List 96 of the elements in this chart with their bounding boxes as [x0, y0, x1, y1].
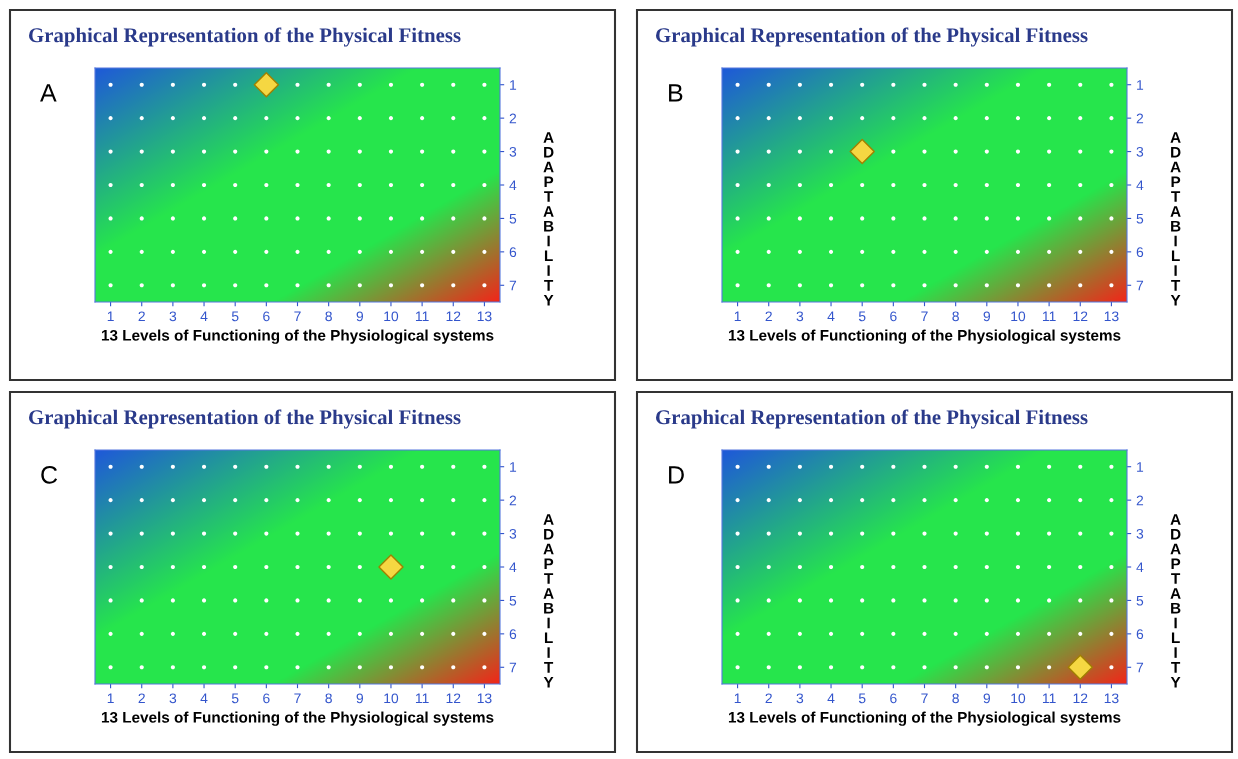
y-tick-label: 2 — [1136, 495, 1144, 506]
x-tick-label: 10 — [1011, 693, 1026, 704]
chart-title: Graphical Representation of the Physical Fitness — [29, 409, 461, 429]
x-tick-label: 7 — [294, 311, 301, 322]
x-tick-label: 3 — [796, 311, 804, 322]
x-tick-label: 4 — [827, 311, 835, 322]
x-tick-label: 3 — [796, 693, 804, 704]
text: C — [41, 466, 58, 484]
x-tick-label: 13 — [1104, 311, 1119, 322]
y-tick-label: 4 — [509, 562, 517, 573]
y-tick-label: 5 — [509, 213, 517, 224]
y-tick-label: 4 — [1136, 562, 1144, 573]
x-tick-label: 11 — [415, 693, 429, 704]
x-tick-label: 2 — [138, 311, 145, 322]
x-tick-label: 1 — [734, 693, 741, 704]
x-tick-label: 13 — [477, 311, 492, 322]
x-tick-label: 10 — [384, 693, 399, 704]
y-tick-label: 1 — [1137, 80, 1144, 90]
x-tick-label: 8 — [325, 311, 332, 322]
x-axis-title: 13 Levels of Functioning of the Physiological systems — [101, 711, 494, 726]
x-tick-label: 8 — [952, 693, 959, 704]
x-tick-label: 9 — [983, 693, 991, 704]
text: ADAPTABILITY — [1170, 132, 1181, 306]
x-tick-label: 5 — [858, 693, 866, 704]
x-axis-title: 13 Levels of Functioning of the Physiological systems — [728, 711, 1121, 726]
x-tick-label: 4 — [827, 693, 835, 704]
chart-title: Graphical Representation of the Physical Fitness — [29, 27, 461, 47]
x-tick-label: 2 — [138, 693, 145, 704]
x-tick-label: 5 — [231, 311, 239, 322]
y-tick-label: 2 — [509, 113, 517, 124]
x-tick-label: 4 — [200, 311, 208, 322]
y-tick-label: 1 — [510, 80, 517, 90]
x-tick-label: 6 — [263, 311, 270, 322]
x-tick-label: 3 — [169, 311, 177, 322]
text: B — [669, 84, 683, 102]
x-tick-label: 8 — [325, 693, 332, 704]
text: ADAPTABILITY — [543, 514, 554, 688]
x-tick-label: 6 — [890, 693, 897, 704]
y-tick-label: 6 — [1136, 247, 1144, 258]
x-tick-label: 13 — [477, 693, 492, 704]
y-tick-label: 2 — [1136, 113, 1144, 124]
x-tick-label: 4 — [200, 693, 208, 704]
y-tick-label: 5 — [509, 595, 517, 606]
x-tick-label: 12 — [446, 311, 461, 322]
text: ADAPTABILITY — [1170, 514, 1181, 688]
text: D — [669, 466, 684, 484]
x-tick-label: 9 — [356, 693, 364, 704]
y-tick-label: 7 — [509, 662, 517, 673]
x-tick-label: 9 — [356, 311, 364, 322]
x-tick-label: 11 — [415, 311, 429, 322]
x-tick-label: 2 — [765, 311, 772, 322]
x-tick-label: 13 — [1104, 693, 1119, 704]
x-tick-label: 8 — [952, 311, 959, 322]
x-tick-label: 1 — [107, 311, 114, 322]
x-tick-label: 3 — [169, 693, 177, 704]
x-tick-label: 10 — [384, 311, 399, 322]
x-tick-label: 5 — [858, 311, 866, 322]
chart-title: Graphical Representation of the Physical Fitness — [656, 27, 1088, 47]
text: ADAPTABILITY — [543, 132, 554, 306]
y-tick-label: 6 — [1136, 629, 1144, 640]
x-tick-label: 10 — [1011, 311, 1026, 322]
y-tick-label: 3 — [509, 528, 517, 539]
y-tick-label: 7 — [509, 280, 517, 291]
x-tick-label: 12 — [1073, 311, 1088, 322]
y-tick-label: 5 — [1136, 213, 1144, 224]
x-tick-label: 6 — [890, 311, 897, 322]
x-tick-label: 7 — [921, 311, 928, 322]
x-tick-label: 7 — [294, 693, 301, 704]
y-tick-label: 6 — [509, 247, 517, 258]
x-tick-label: 5 — [231, 693, 239, 704]
x-tick-label: 6 — [263, 693, 270, 704]
chart-title: Graphical Representation of the Physical Fitness — [656, 409, 1088, 429]
text: A — [40, 84, 57, 102]
y-tick-label: 3 — [1136, 146, 1144, 157]
y-tick-label: 6 — [509, 629, 517, 640]
x-axis-title: 13 Levels of Functioning of the Physiological systems — [101, 329, 494, 344]
x-tick-label: 9 — [983, 311, 991, 322]
y-tick-label: 7 — [1136, 280, 1144, 291]
y-tick-label: 5 — [1136, 595, 1144, 606]
x-tick-label: 11 — [1042, 693, 1056, 704]
y-tick-label: 1 — [1137, 462, 1144, 472]
x-tick-label: 11 — [1042, 311, 1056, 322]
x-tick-label: 1 — [734, 311, 741, 322]
x-tick-label: 12 — [1073, 693, 1088, 704]
x-tick-label: 12 — [446, 693, 461, 704]
y-tick-label: 3 — [509, 146, 517, 157]
y-tick-label: 7 — [1136, 662, 1144, 673]
x-tick-label: 1 — [107, 693, 114, 704]
y-tick-label: 4 — [1136, 180, 1144, 191]
y-tick-label: 4 — [509, 180, 517, 191]
y-tick-label: 3 — [1136, 528, 1144, 539]
y-tick-label: 2 — [509, 495, 517, 506]
x-axis-title: 13 Levels of Functioning of the Physiological systems — [728, 329, 1121, 344]
x-tick-label: 2 — [765, 693, 772, 704]
y-tick-label: 1 — [510, 462, 517, 472]
x-tick-label: 7 — [921, 693, 928, 704]
